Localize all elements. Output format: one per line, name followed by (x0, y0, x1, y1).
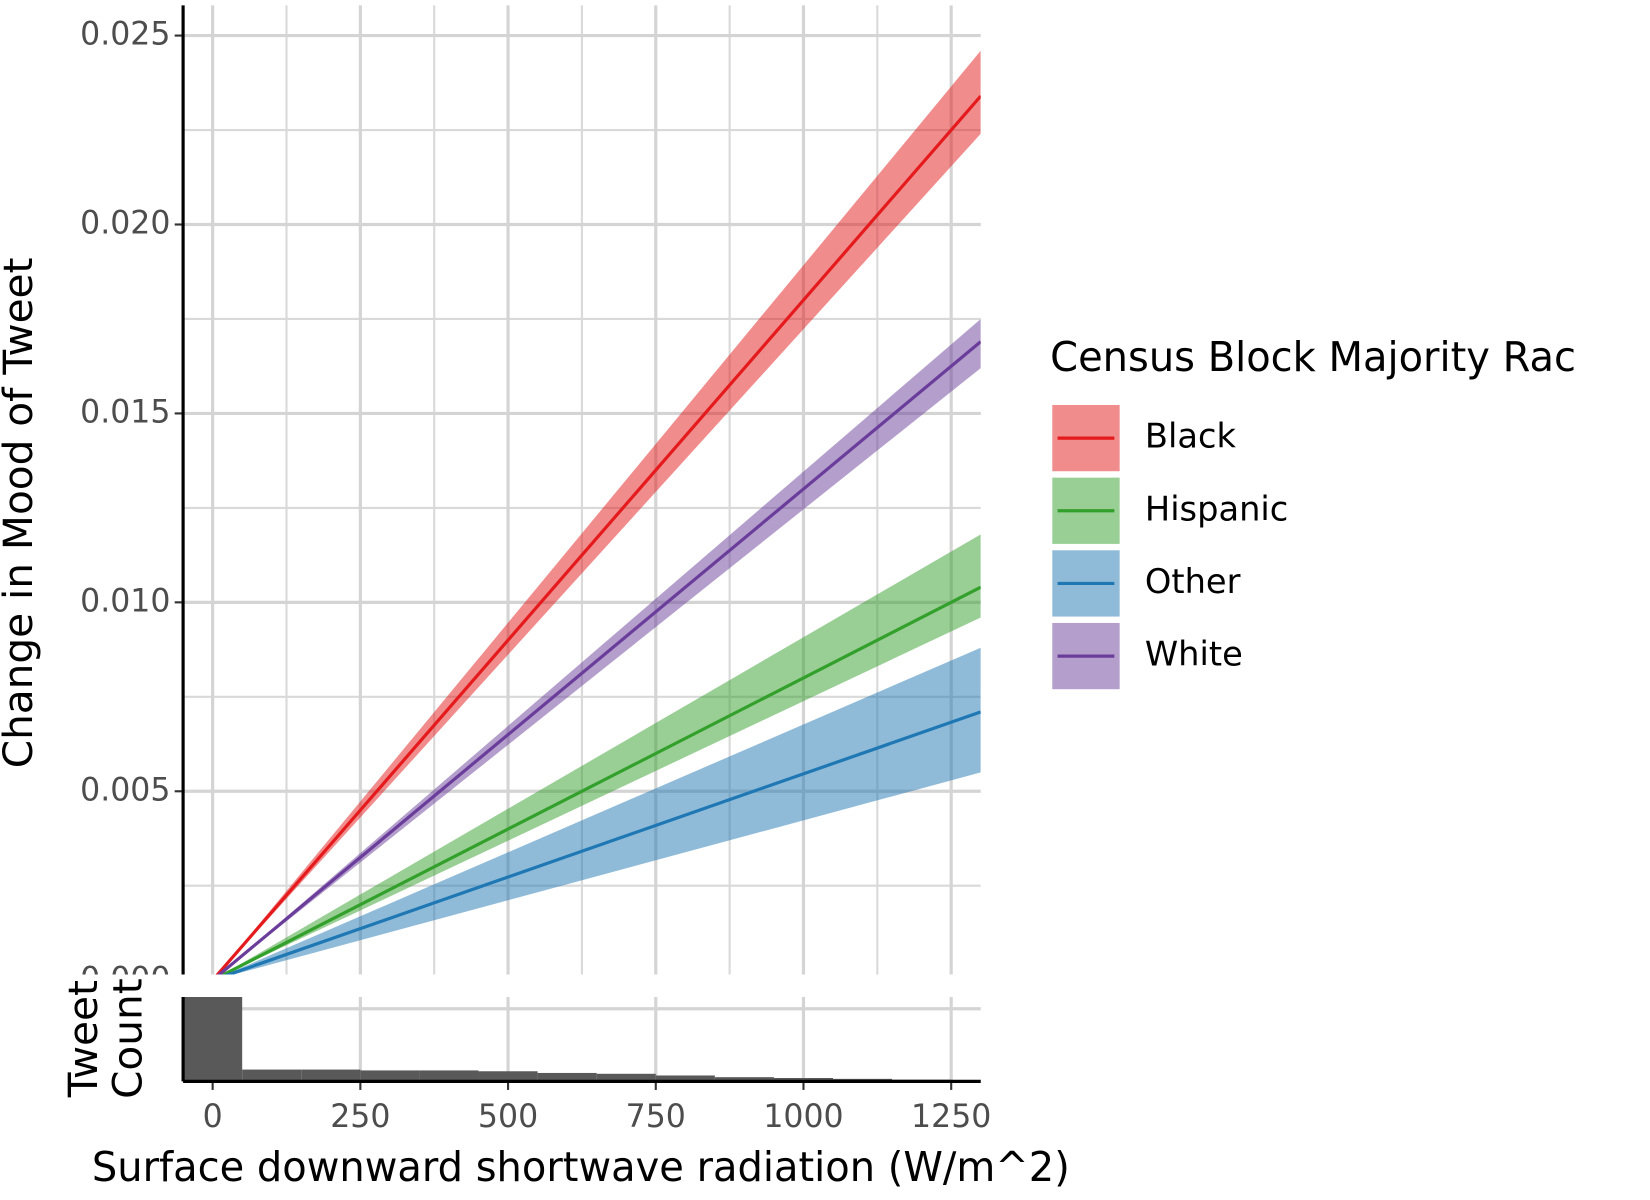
hist-bar (478, 1071, 538, 1082)
y-tick-label: 0.010 (80, 581, 170, 619)
ribbon (217, 50, 981, 975)
hist-y-title: Count (105, 978, 152, 1099)
legend-label: Black (1145, 417, 1236, 456)
x-tick-label: 0 (203, 1097, 223, 1135)
hist-bar (714, 1077, 774, 1082)
hist-panel: 0 250 500 750 1000 1250 (181, 996, 991, 1135)
line (220, 585, 981, 975)
hist-y-title: Tweet (60, 980, 107, 1098)
ribbon (225, 647, 981, 975)
hist-bar (537, 1072, 597, 1082)
hist-bar (183, 996, 243, 1082)
x-tick-label: 500 (478, 1097, 538, 1135)
x-axis-title: Surface downward shortwave radiation (W/… (92, 1144, 1070, 1191)
y-tick-label: 0.005 (80, 770, 170, 808)
y-tick-label: 0.000 (80, 959, 170, 997)
y-tick-label: 0.015 (80, 392, 170, 430)
ribbon (219, 318, 981, 975)
line (215, 94, 981, 975)
hist-bar (360, 1070, 420, 1082)
hist-bar (242, 1069, 302, 1082)
x-tick-label: 1000 (763, 1097, 843, 1135)
line (224, 710, 981, 975)
legend: Black Hispanic Other White (1052, 404, 1288, 690)
legend-label: Hispanic (1145, 490, 1288, 529)
y-tick-label: 0.025 (80, 14, 170, 52)
y-axis-title: Change in Mood of Tweet (0, 258, 42, 769)
hist-bar (419, 1070, 479, 1082)
x-tick-label: 250 (330, 1097, 390, 1135)
x-tick-label: 1250 (911, 1097, 991, 1135)
hist-bar (655, 1075, 715, 1082)
y-tick-label: 0.020 (80, 203, 170, 241)
ribbon (222, 534, 981, 975)
line (216, 340, 981, 975)
x-tick-label: 750 (626, 1097, 686, 1135)
legend-label: Other (1145, 563, 1241, 602)
hist-bar (301, 1069, 361, 1082)
main-panel: 0.000 0.005 0.010 0.015 0.020 0.025 (80, 5, 981, 997)
hist-bar (596, 1073, 656, 1082)
hist-bar (773, 1078, 834, 1082)
legend-label: White (1145, 635, 1243, 674)
legend-title: Census Block Majority Rac (1050, 334, 1576, 381)
